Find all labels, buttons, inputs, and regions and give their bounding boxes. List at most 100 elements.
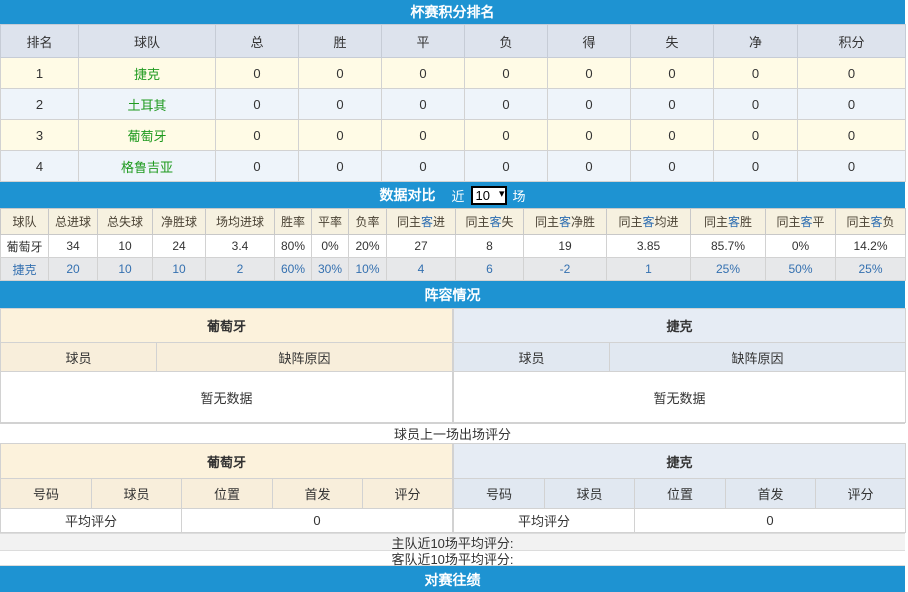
team-link[interactable]: 格鲁吉亚 xyxy=(78,150,216,182)
stat-cell: 0 xyxy=(464,57,548,89)
stat-cell: 14.2% xyxy=(835,234,906,258)
col-player: 球员 xyxy=(453,342,611,372)
stat-cell: 27 xyxy=(386,234,456,258)
stat-cell: 0 xyxy=(381,88,465,120)
stat-cell: 3.4 xyxy=(205,234,275,258)
table-row: 3 葡萄牙 0 0 0 0 0 0 0 0 xyxy=(0,119,906,151)
stat-cell: 0 xyxy=(797,88,906,120)
stat-cell: 0 xyxy=(630,150,714,182)
stat-cell: 0 xyxy=(713,119,798,151)
stat-cell: 0 xyxy=(547,57,631,89)
stat-cell: 20 xyxy=(48,257,98,281)
stat-cell: 50% xyxy=(765,257,836,281)
away-avg-rating-line: 客队近10场平均评分: xyxy=(0,550,905,567)
col-same-venue-loss: 同主客负 xyxy=(835,208,906,235)
home-avg-label: 主队近10场平均评分: xyxy=(391,535,514,551)
col-rating: 评分 xyxy=(815,478,907,509)
table-row: 1 捷克 0 0 0 0 0 0 0 0 xyxy=(0,57,906,89)
stat-cell: 20% xyxy=(348,234,387,258)
avg-rating-value: 0 xyxy=(180,508,454,533)
team-link[interactable]: 捷克 xyxy=(78,57,216,89)
rank-cell: 2 xyxy=(0,88,79,120)
stat-cell: 3.85 xyxy=(606,234,691,258)
stat-cell: 0 xyxy=(713,150,798,182)
avg-rating-label: 平均评分 xyxy=(0,508,182,533)
stat-cell: 10 xyxy=(97,257,153,281)
col-points: 积分 xyxy=(797,24,906,58)
col-player: 球员 xyxy=(91,478,182,509)
stat-cell: 34 xyxy=(48,234,98,258)
stat-cell: 0 xyxy=(215,150,299,182)
rank-cell: 3 xyxy=(0,119,79,151)
stat-cell: 0 xyxy=(797,150,906,182)
table-row: 4 格鲁吉亚 0 0 0 0 0 0 0 0 xyxy=(0,150,906,182)
col-same-venue-scored: 同主客进 xyxy=(386,208,456,235)
col-rank: 排名 xyxy=(0,24,79,58)
col-total: 总 xyxy=(215,24,299,58)
section-title-text: 杯赛积分排名 xyxy=(410,4,495,20)
col-same-venue-avg: 同主客均进 xyxy=(606,208,691,235)
col-team: 球队 xyxy=(0,208,49,235)
stat-cell: 0 xyxy=(215,119,299,151)
col-absence-reason: 缺阵原因 xyxy=(609,342,907,372)
table-row: 捷克 20 10 10 2 60% 30% 10% 4 6 -2 1 25% 5… xyxy=(0,257,906,281)
lineup-table-home: 葡萄牙 球员 缺阵原因 暂无数据 xyxy=(0,308,454,423)
stat-cell: 0 xyxy=(381,119,465,151)
col-goals-for: 得 xyxy=(547,24,631,58)
stat-cell: 0 xyxy=(298,150,382,182)
stat-cell: 80% xyxy=(274,234,312,258)
section-title-text: 数据对比 xyxy=(379,187,436,203)
section-title-text: 阵容情况 xyxy=(424,286,481,303)
ratings-note-text: 球员上一场出场评分 xyxy=(393,427,511,442)
team-link[interactable]: 葡萄牙 xyxy=(0,234,49,258)
col-same-venue-draw: 同主客平 xyxy=(765,208,836,235)
table-row: 2 土耳其 0 0 0 0 0 0 0 0 xyxy=(0,88,906,120)
stat-cell: 0 xyxy=(464,119,548,151)
stat-cell: 0 xyxy=(215,88,299,120)
stat-cell: 60% xyxy=(274,257,312,281)
col-win-rate: 胜率 xyxy=(274,208,312,235)
standings-section-title: 杯赛积分排名 xyxy=(0,0,905,24)
stat-cell: 1 xyxy=(606,257,691,281)
col-goal-diff: 净胜球 xyxy=(152,208,206,235)
col-same-venue-conceded: 同主客失 xyxy=(455,208,524,235)
recent-matches-select[interactable]: 10 xyxy=(470,185,507,205)
recent-matches-select-wrap: 10 ▾ xyxy=(470,185,507,205)
stat-cell: 30% xyxy=(311,257,349,281)
team-name-header: 葡萄牙 xyxy=(0,308,454,343)
col-number: 号码 xyxy=(453,478,546,509)
stat-cell: 0% xyxy=(311,234,349,258)
avg-rating-value: 0 xyxy=(634,508,907,533)
col-same-venue-diff: 同主客净胜 xyxy=(523,208,607,235)
away-avg-label: 客队近10场平均评分: xyxy=(391,551,514,567)
stat-cell: 0 xyxy=(797,119,906,151)
stat-cell: 6 xyxy=(455,257,524,281)
rank-cell: 1 xyxy=(0,57,79,89)
team-link[interactable]: 捷克 xyxy=(0,257,49,281)
stat-cell: 0 xyxy=(630,57,714,89)
h2h-section-title: 对赛往绩 xyxy=(0,566,905,592)
col-total-conceded: 总失球 xyxy=(97,208,153,235)
stat-cell: 0 xyxy=(630,88,714,120)
col-draw: 平 xyxy=(381,24,465,58)
stat-cell: 0 xyxy=(298,57,382,89)
stat-cell: 2 xyxy=(205,257,275,281)
stat-cell: 0 xyxy=(381,57,465,89)
stat-cell: 10% xyxy=(348,257,387,281)
stat-cell: 0% xyxy=(765,234,836,258)
stat-cell: 85.7% xyxy=(690,234,766,258)
team-name-header: 捷克 xyxy=(453,443,907,479)
team-link[interactable]: 葡萄牙 xyxy=(78,119,216,151)
col-win: 胜 xyxy=(298,24,382,58)
col-rating: 评分 xyxy=(361,478,454,509)
rating-tables: 葡萄牙 号码 球员 位置 首发 评分 平均评分 0 捷克 号码 球员 位置 首发… xyxy=(0,443,907,533)
stat-cell: 0 xyxy=(713,57,798,89)
stat-cell: 4 xyxy=(386,257,456,281)
team-link[interactable]: 土耳其 xyxy=(78,88,216,120)
stat-cell: 0 xyxy=(464,150,548,182)
matches-unit-label: 场 xyxy=(512,188,526,204)
col-starting: 首发 xyxy=(272,478,363,509)
stat-cell: 10 xyxy=(152,257,206,281)
stat-cell: 0 xyxy=(298,88,382,120)
